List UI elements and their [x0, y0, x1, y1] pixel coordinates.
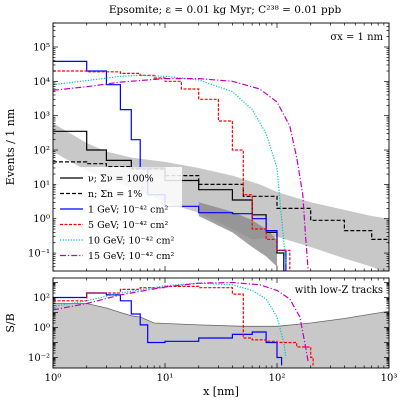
y-tick-label: 10³ [33, 111, 50, 122]
top-y-axis-label: Events / 1 nm [4, 108, 17, 185]
legend-label-10-gev-10-cm: 10 GeV; 10⁻⁴² cm² [88, 236, 175, 247]
x-tick-label: 10² [269, 373, 286, 384]
y-tick-label: 10⁻² [28, 353, 50, 364]
legend-box [56, 167, 182, 266]
bottom-series-5-gev-10-cm [53, 285, 314, 366]
top-series-15-gev-10-cm [53, 78, 309, 271]
top-series-5-gev-10-cm [53, 70, 291, 271]
top-y-ticks: 10⁻¹ 10⁰ 10¹ 10² 10³ 10⁴ 10⁵ [28, 22, 389, 272]
bottom-background-band [53, 303, 389, 368]
bottom-series-1-gev-10-cm [53, 292, 283, 366]
chart-title: Epsomite; ε = 0.01 kg Myr; C²³⁸ = 0.01 p… [109, 4, 342, 16]
y-tick-label: 10¹ [33, 180, 50, 191]
bottom-band-area [53, 303, 389, 368]
y-tick-label: 10⁰ [33, 214, 50, 225]
bottom-y-ticks: 10⁻² 10⁰ 10² [28, 277, 389, 369]
top-plot-frame [52, 22, 390, 272]
y-tick-label: 10⁵ [33, 43, 50, 54]
y-tick-label: 10⁰ [33, 323, 50, 334]
bottom-y-axis-label: S/B [4, 313, 17, 332]
legend-label-5-gev-10-cm: 5 GeV; 10⁻⁴² cm² [88, 220, 168, 231]
x-ticks: 10⁰ 10¹ 10² 10³ [45, 278, 398, 384]
x-tick-label: 10¹ [157, 373, 174, 384]
bottom-series-15-gev-10-cm [53, 281, 309, 363]
x-tick-label: 10⁰ [45, 373, 62, 384]
top-panel: 10⁻¹ 10⁰ 10¹ 10² 10³ 10⁴ 10⁵ Events / 1 nm σx … [4, 22, 390, 272]
y-tick-label: 10² [33, 146, 50, 157]
bottom-series-group [53, 281, 314, 366]
x-tick-label: 10³ [381, 373, 398, 384]
y-tick-label: 10⁻¹ [28, 249, 50, 260]
bottom-series-10-gev-10-cm [53, 282, 287, 358]
legend-label-1-gev-10-cm: 1 GeV; 10⁻⁴² cm² [88, 205, 168, 216]
bottom-band-edge [53, 303, 389, 327]
y-tick-label: 10⁴ [33, 77, 50, 88]
legend-label-100: ν; Σν = 100% [88, 174, 154, 185]
legend-label-n-n-1: n; Σn = 1% [88, 189, 142, 200]
x-axis-label: x [nm] [203, 385, 239, 398]
band-inner-area [198, 202, 277, 267]
y-tick-label: 10² [33, 293, 50, 304]
sigma-annotation: σx = 1 nm [330, 32, 383, 43]
legend-label-15-gev-10-cm: 15 GeV; 10⁻⁴² cm² [88, 251, 175, 262]
bottom-panel: 10⁻² 10⁰ 10² 10⁰ 10¹ 10² 10³ S/B with low-Z t… [4, 277, 398, 398]
low-z-annotation: with low-Z tracks [295, 285, 383, 296]
top-x-ticks [52, 23, 390, 271]
top-series-100 [53, 130, 285, 271]
top-series-10-gev-10-cm [53, 74, 287, 264]
legend: ν; Σν = 100% n; Σn = 1% 1 GeV; 10⁻⁴² cm² 5 … [56, 167, 182, 266]
